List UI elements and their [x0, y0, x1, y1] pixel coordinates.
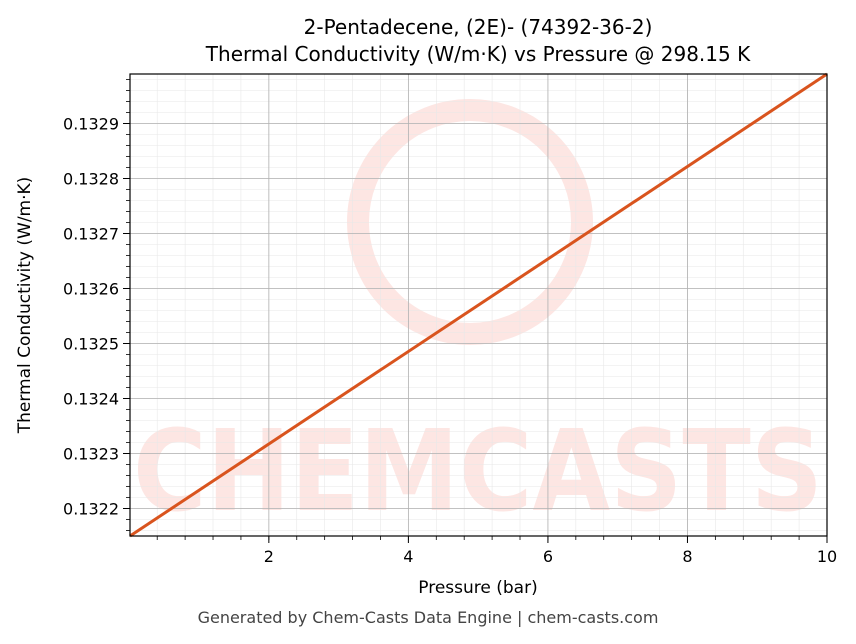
x-tick-label: 6 [543, 547, 553, 566]
chart: CHEMCASTS 2 4 6 8 10 0.1322 0.1323 0.1324 0.1325… [15, 15, 837, 598]
axis-ticks: 2 4 6 8 10 0.1322 0.1323 0.1324 0.1325 0.1326 0.13… [63, 79, 837, 566]
y-axis-label: Thermal Conductivity (W/m·K) [15, 177, 35, 435]
x-tick-label: 2 [264, 547, 274, 566]
footer-credit: Generated by Chem-Casts Data Engine | ch… [197, 608, 659, 627]
y-tick-label: 0.1323 [63, 445, 119, 464]
x-tick-label: 10 [817, 547, 837, 566]
y-tick-label: 0.1328 [63, 170, 119, 189]
y-tick-label: 0.1326 [63, 280, 119, 299]
watermark-swirl-icon [347, 99, 593, 345]
y-tick-label: 0.1325 [63, 335, 119, 354]
x-tick-label: 4 [403, 547, 413, 566]
x-tick-label: 8 [682, 547, 692, 566]
chart-title: 2-Pentadecene, (2E)- (74392-36-2) [304, 15, 653, 39]
plot-frame [129, 73, 828, 537]
y-tick-label: 0.1327 [63, 225, 119, 244]
y-tick-label: 0.1324 [63, 390, 119, 409]
x-axis-label: Pressure (bar) [418, 578, 537, 598]
chart-subtitle: Thermal Conductivity (W/m·K) vs Pressure… [205, 42, 751, 66]
y-tick-label: 0.1322 [63, 500, 119, 519]
series-layer [129, 72, 828, 538]
y-tick-label: 0.1329 [63, 115, 119, 134]
series-line [129, 72, 828, 538]
watermark-text: CHEMCASTS [133, 407, 823, 537]
watermark: CHEMCASTS [133, 99, 823, 537]
